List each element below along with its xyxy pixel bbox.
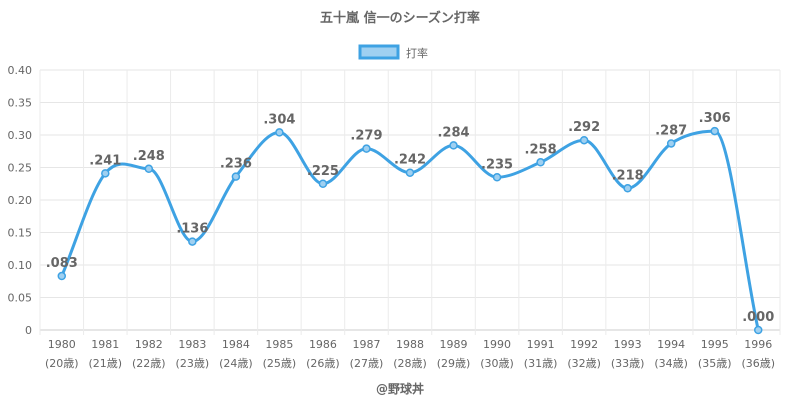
data-point[interactable]	[492, 173, 502, 182]
x-tick-label: 1987	[352, 338, 380, 351]
y-tick-label: 0.35	[8, 97, 33, 110]
x-tick-sublabel: (26歳)	[306, 357, 340, 370]
chart-title: 五十嵐 信一のシーズン打率	[320, 10, 480, 26]
data-label: .258	[525, 142, 557, 157]
data-points	[57, 126, 763, 335]
gridlines	[39, 69, 781, 335]
x-tick-label: 1985	[265, 338, 293, 351]
x-tick-sublabel: (28歳)	[393, 357, 427, 370]
data-label: .225	[307, 164, 339, 179]
x-tick-label: 1993	[614, 338, 642, 351]
data-labels: .083 .241 .248 .136 .236 .304 .225 .279 .242 .284…	[46, 111, 775, 325]
y-tick-label: 0.40	[8, 64, 33, 77]
x-tick-sublabel: (23歳)	[176, 357, 210, 370]
x-tick-sublabel: (29歳)	[437, 357, 471, 370]
x-tick-sublabel: (24歳)	[219, 357, 253, 370]
y-tick-label: 0.10	[8, 259, 33, 272]
x-tick-sublabel: (25歳)	[263, 357, 297, 370]
data-label: .284	[437, 125, 469, 140]
legend-swatch	[358, 44, 400, 60]
x-tick-label: 1984	[222, 338, 250, 351]
data-point[interactable]	[753, 325, 763, 335]
data-label: .241	[89, 153, 121, 168]
legend-label: 打率	[406, 46, 428, 60]
x-tick-sublabel: (33歳)	[611, 357, 645, 370]
x-tick-label: 1989	[440, 338, 468, 351]
x-tick-label: 1980	[48, 338, 76, 351]
x-tick-sublabel: (22歳)	[132, 357, 166, 370]
data-point[interactable]	[666, 139, 676, 148]
x-tick-sublabel: (30歳)	[480, 357, 514, 370]
x-axis-ticks: 1980 (20歳) 1981 (21歳) 1982 (22歳) 1983 (23歳) 1984…	[45, 338, 775, 370]
y-tick-label: 0	[25, 324, 32, 337]
x-tick-label: 1991	[527, 338, 555, 351]
x-tick-label: 1981	[91, 338, 119, 351]
x-tick-label: 1996	[744, 338, 772, 351]
x-tick-label: 1986	[309, 338, 337, 351]
x-tick-label: 1995	[701, 338, 729, 351]
data-label: .279	[350, 129, 382, 144]
data-label: .292	[568, 120, 600, 135]
y-axis-ticks: 0 0.05 0.10 0.15 0.20 0.25 0.30 0.35 0.40	[8, 64, 33, 337]
x-tick-sublabel: (36歳)	[741, 357, 775, 370]
data-point[interactable]	[579, 135, 589, 145]
data-point[interactable]	[188, 237, 197, 246]
x-tick-label: 1990	[483, 338, 511, 351]
legend[interactable]: 打率	[358, 44, 428, 60]
data-point[interactable]	[449, 141, 458, 150]
x-tick-sublabel: (31歳)	[524, 357, 558, 370]
x-tick-label: 1982	[135, 338, 163, 351]
data-point[interactable]	[231, 172, 241, 181]
data-label: .306	[699, 111, 731, 126]
data-label: .235	[481, 157, 513, 172]
data-label: .136	[176, 222, 208, 237]
data-label: .218	[612, 168, 644, 183]
data-label: .287	[655, 123, 687, 138]
data-point[interactable]	[318, 179, 328, 188]
x-tick-sublabel: (35歳)	[698, 357, 732, 370]
data-label: .083	[46, 256, 78, 271]
data-point[interactable]	[623, 184, 632, 193]
x-tick-sublabel: (34歳)	[654, 357, 688, 370]
x-tick-label: 1992	[570, 338, 598, 351]
credit-text: @野球丼	[376, 381, 424, 396]
y-tick-label: 0.30	[8, 129, 33, 142]
y-tick-label: 0.05	[8, 292, 33, 305]
x-tick-label: 1988	[396, 338, 424, 351]
data-label: .000	[742, 310, 774, 325]
data-label: .236	[220, 157, 252, 172]
data-point[interactable]	[57, 271, 67, 281]
data-point[interactable]	[144, 164, 154, 174]
data-label: .304	[263, 112, 295, 127]
x-tick-label: 1983	[178, 338, 206, 351]
y-tick-label: 0.25	[8, 162, 33, 175]
data-label: .242	[394, 153, 426, 168]
x-tick-sublabel: (32歳)	[567, 357, 601, 370]
x-tick-sublabel: (20歳)	[45, 357, 79, 370]
y-tick-label: 0.15	[8, 227, 33, 240]
data-point[interactable]	[710, 126, 719, 136]
data-label: .248	[133, 149, 165, 164]
data-point[interactable]	[275, 128, 284, 137]
data-point[interactable]	[362, 144, 371, 153]
x-tick-sublabel: (27歳)	[350, 357, 384, 370]
data-point[interactable]	[101, 169, 110, 178]
data-point[interactable]	[536, 158, 545, 167]
y-tick-label: 0.20	[8, 194, 33, 207]
x-tick-sublabel: (21歳)	[88, 357, 122, 370]
x-tick-label: 1994	[657, 338, 685, 351]
data-point[interactable]	[405, 168, 415, 177]
